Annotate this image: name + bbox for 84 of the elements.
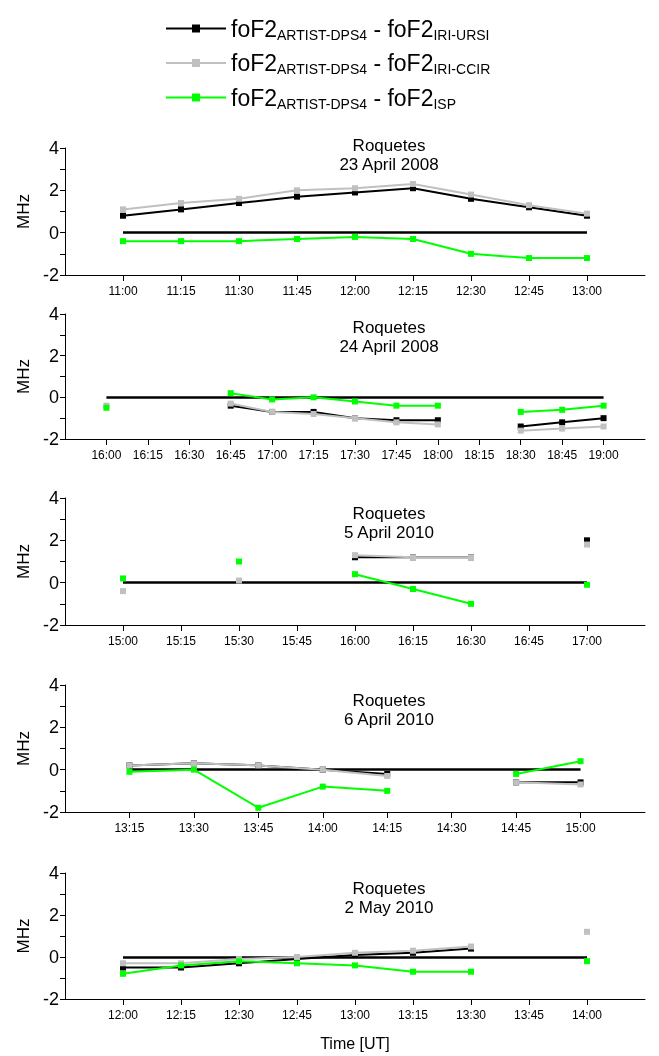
x-tick-label: 12:15 <box>165 1008 197 1022</box>
x-tick-label: 11:00 <box>108 284 138 298</box>
y-tick-label: 2 <box>48 345 59 366</box>
y-tick-label: -2 <box>42 802 59 822</box>
x-tick-label: 18:00 <box>422 448 454 462</box>
chart-title: Roquetes <box>352 691 426 710</box>
chart-title: Roquetes <box>352 504 426 523</box>
x-tick-label: 18:15 <box>464 448 495 462</box>
x-tick-label: 17:00 <box>571 634 603 648</box>
y-tick-label: 0 <box>48 947 59 967</box>
x-tick-label: 17:45 <box>381 448 412 462</box>
x-tick-label: 19:00 <box>588 448 619 462</box>
x-tick-label: 15:00 <box>107 634 139 648</box>
x-tick-label: 15:45 <box>281 634 313 648</box>
y-tick-label: 0 <box>48 759 59 780</box>
x-tick-label: 12:30 <box>455 284 487 298</box>
text: 6 April 2010 <box>344 710 434 729</box>
y-tick-label: 0 <box>48 572 59 593</box>
x-tick-label: 13:15 <box>397 1008 429 1022</box>
text: 24 April 2008 <box>339 337 439 356</box>
y-tick-label: -2 <box>42 429 59 449</box>
x-tick-label: 12:00 <box>339 284 371 298</box>
y-tick-label: 2 <box>48 905 59 925</box>
x-tick-label: 16:00 <box>91 448 122 462</box>
chart-title: Roquetes <box>352 879 426 898</box>
y-tick-label: -2 <box>42 989 59 1009</box>
x-tick-label: 18:45 <box>547 448 578 462</box>
chart-subtitle: 23 April 2008 <box>339 155 439 174</box>
y-tick-label: 4 <box>48 675 59 695</box>
y-tick-label: 0 <box>48 387 59 408</box>
x-tick-label: 16:45 <box>513 634 545 648</box>
x-tick-label: 14:45 <box>501 821 532 835</box>
x-axis-title: Time [UT] <box>320 1034 390 1052</box>
x-tick-label: 12:15 <box>397 284 429 298</box>
text: 5 April 2010 <box>344 523 434 542</box>
x-tick-label: 15:00 <box>565 821 596 835</box>
x-tick-label: 13:30 <box>455 1008 487 1022</box>
x-tick-label: 13:30 <box>178 821 210 835</box>
y-axis-title: MHz <box>14 918 34 954</box>
y-tick-label: 4 <box>48 863 59 883</box>
x-tick-label: 13:00 <box>339 1008 371 1022</box>
x-tick-label: 14:00 <box>571 1008 603 1022</box>
x-tick-label: 16:45 <box>215 448 247 462</box>
y-tick-label: 2 <box>48 717 59 738</box>
x-tick-label: 16:00 <box>339 634 371 648</box>
y-axis-title: MHz <box>14 731 34 766</box>
x-tick-label: 15:30 <box>223 634 255 648</box>
x-tick-label: 14:15 <box>372 821 403 835</box>
x-tick-label: 12:00 <box>107 1008 139 1022</box>
y-axis-title: MHz <box>14 359 34 394</box>
x-tick-label: 14:00 <box>307 821 339 835</box>
chart-title: Roquetes <box>352 136 426 155</box>
x-tick-label: 13:15 <box>114 821 145 835</box>
x-tick-label: 13:00 <box>571 284 603 298</box>
chart-title: Roquetes <box>352 318 426 337</box>
x-tick-label: 17:00 <box>257 448 288 462</box>
x-tick-label: 15:15 <box>165 634 197 648</box>
x-tick-label: 12:45 <box>513 284 545 298</box>
y-axis-title: MHz <box>14 544 34 579</box>
x-tick-label: 11:30 <box>224 284 254 298</box>
y-tick-label: 4 <box>48 488 59 508</box>
x-tick-label: 13:45 <box>513 1008 545 1022</box>
x-tick-label: 12:30 <box>223 1008 255 1022</box>
x-tick-label: 16:30 <box>174 448 205 462</box>
x-tick-label: 18:30 <box>505 448 537 462</box>
x-tick-label: 16:15 <box>132 448 164 462</box>
y-tick-label: 4 <box>48 304 59 324</box>
y-tick-label: 2 <box>48 530 59 551</box>
text: 2 May 2010 <box>344 898 434 917</box>
x-tick-label: 12:45 <box>281 1008 313 1022</box>
y-tick-label: 2 <box>48 180 59 201</box>
y-tick-label: -2 <box>42 615 59 635</box>
y-tick-label: -2 <box>42 265 59 285</box>
y-tick-label: 4 <box>48 138 59 158</box>
x-tick-label: 16:30 <box>455 634 487 648</box>
x-tick-label: 11:15 <box>166 284 196 298</box>
x-tick-label: 11:45 <box>282 284 312 298</box>
x-tick-label: 13:45 <box>243 821 274 835</box>
y-tick-label: 0 <box>48 222 59 243</box>
x-tick-label: 16:15 <box>397 634 429 648</box>
x-tick-label: 17:15 <box>298 448 329 462</box>
y-axis-title: MHz <box>14 194 34 229</box>
x-tick-label: 14:30 <box>436 821 468 835</box>
x-tick-label: 17:30 <box>339 448 371 462</box>
